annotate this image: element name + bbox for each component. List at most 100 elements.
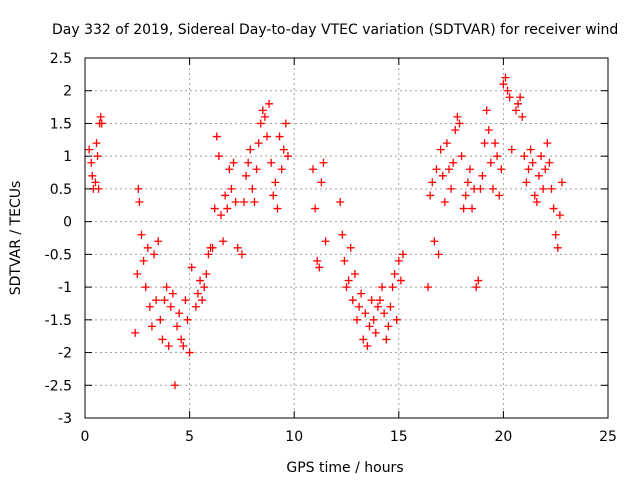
data-point — [198, 296, 207, 305]
data-point — [156, 315, 165, 324]
data-point — [246, 145, 255, 154]
data-point — [227, 184, 236, 193]
data-point — [150, 250, 159, 259]
data-point — [237, 250, 246, 259]
data-point — [265, 99, 274, 108]
data-point — [472, 283, 481, 292]
data-point — [147, 322, 156, 331]
data-point — [394, 256, 403, 265]
data-point — [445, 165, 454, 174]
data-point — [208, 243, 217, 252]
data-point — [181, 296, 190, 305]
data-point — [275, 132, 284, 141]
x-tick-label: 15 — [390, 429, 408, 445]
data-point — [283, 152, 292, 161]
data-point — [499, 80, 508, 89]
data-point — [386, 302, 395, 311]
data-point — [319, 158, 328, 167]
data-point — [396, 276, 405, 285]
data-point — [344, 276, 353, 285]
data-point — [493, 152, 502, 161]
data-point — [279, 145, 288, 154]
data-point — [478, 171, 487, 180]
data-point — [369, 315, 378, 324]
data-point — [321, 237, 330, 246]
data-point — [91, 178, 100, 187]
data-point — [430, 237, 439, 246]
data-point — [135, 198, 144, 206]
x-tick-label: 10 — [285, 429, 303, 445]
data-point — [365, 322, 374, 331]
data-point — [468, 204, 477, 213]
data-point — [160, 296, 169, 305]
data-point — [361, 309, 370, 318]
data-point — [315, 263, 324, 272]
data-point — [183, 315, 192, 324]
data-point — [309, 165, 318, 174]
data-point — [260, 112, 269, 121]
y-tick-label: 2.5 — [50, 51, 72, 67]
data-point — [168, 289, 177, 298]
data-point — [166, 302, 175, 311]
y-tick-label: -1 — [58, 280, 72, 296]
data-point — [541, 165, 550, 174]
data-point — [543, 139, 552, 148]
data-point — [382, 335, 391, 344]
axis-ticks — [84, 57, 609, 419]
data-point — [520, 152, 529, 161]
data-point — [202, 270, 211, 278]
y-tick-label: -0.5 — [45, 247, 72, 263]
data-point — [549, 204, 558, 213]
data-point — [428, 178, 437, 187]
data-point — [526, 145, 535, 154]
data-point — [451, 126, 460, 134]
data-point — [350, 270, 359, 278]
data-point — [143, 243, 152, 252]
data-point — [225, 165, 234, 174]
data-point — [191, 302, 200, 311]
data-point — [434, 250, 443, 259]
data-point — [476, 184, 485, 193]
data-point — [461, 191, 470, 200]
data-point — [447, 184, 456, 193]
data-point — [158, 335, 167, 344]
data-point — [518, 112, 527, 121]
data-point — [85, 145, 94, 154]
x-tick-label: 25 — [599, 429, 617, 445]
data-point — [154, 237, 163, 246]
data-point — [524, 165, 533, 174]
data-point — [223, 204, 232, 213]
y-tick-labels: -3 -2.5 -2 -1.5 -1 -0.5 0 0.5 1 1.5 2 2.5 — [45, 51, 72, 427]
data-point — [530, 191, 539, 200]
data-point — [281, 119, 290, 128]
data-point — [96, 112, 105, 121]
data-point — [336, 198, 345, 206]
data-point — [271, 178, 280, 187]
data-point — [133, 270, 142, 278]
data-point — [449, 158, 458, 167]
data-point — [248, 184, 257, 193]
data-point — [175, 309, 184, 318]
data-point — [137, 230, 146, 239]
y-axis-label: SDTVAR / TECUs — [8, 181, 24, 296]
data-point — [179, 342, 188, 350]
data-point — [313, 256, 322, 265]
data-point — [537, 152, 546, 161]
data-point — [497, 165, 506, 174]
data-point — [440, 198, 449, 206]
data-point — [164, 342, 173, 350]
data-point — [367, 296, 376, 305]
data-point — [216, 211, 225, 220]
x-tick-label: 20 — [494, 429, 512, 445]
data-point — [501, 73, 510, 82]
data-point — [254, 139, 263, 148]
data-point — [426, 191, 435, 200]
data-point — [465, 165, 474, 174]
data-point — [338, 230, 347, 239]
data-point — [522, 178, 531, 187]
data-point — [242, 171, 251, 180]
data-point — [97, 119, 106, 128]
data-point — [357, 289, 366, 298]
data-point — [212, 132, 221, 141]
data-point — [398, 250, 407, 259]
